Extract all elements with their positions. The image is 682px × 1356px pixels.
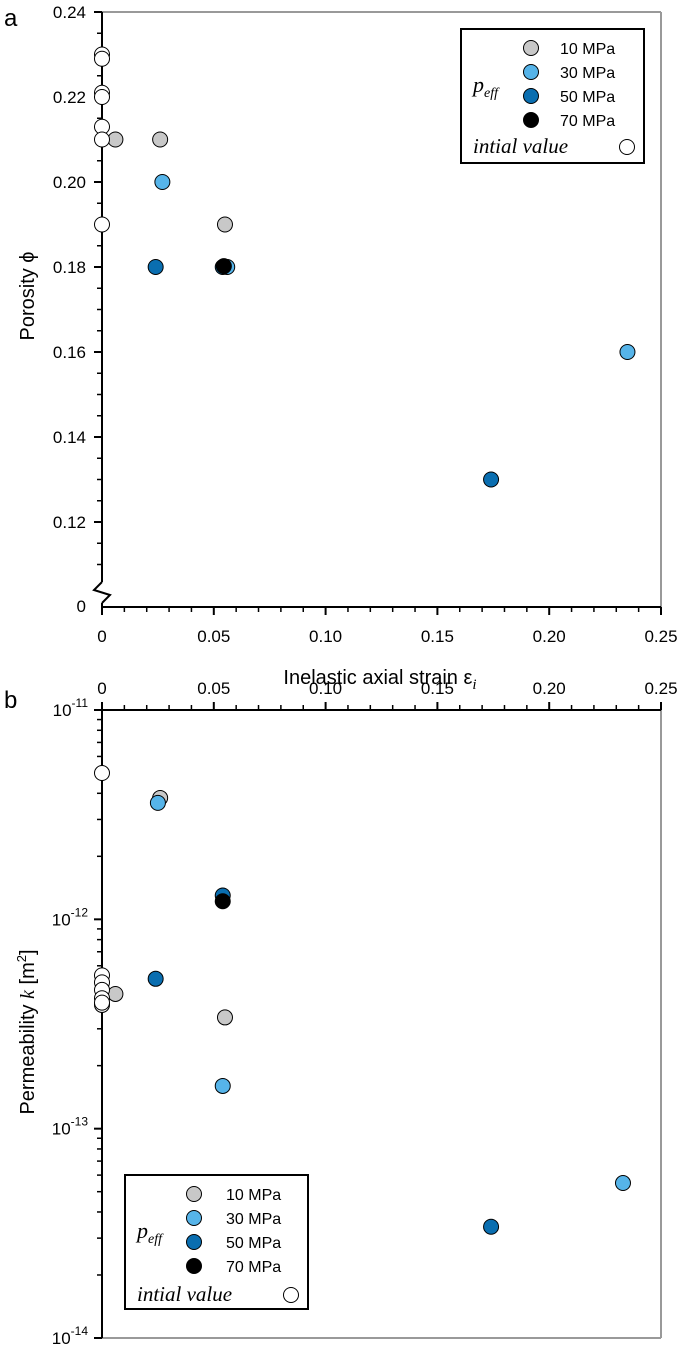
panel-a-y-tick-label: 0.22 xyxy=(53,88,86,107)
panel-a-x-tick-label: 0.05 xyxy=(197,627,230,646)
panel-a-ticks xyxy=(94,11,662,615)
panel-b-point-intialvalue xyxy=(94,765,110,782)
panel-a-y-tick-label: 0.18 xyxy=(53,258,86,277)
panel-b-ticks xyxy=(94,702,662,1339)
legend-top-group-label: peff xyxy=(471,72,500,101)
panel-a-point-50mpa xyxy=(483,471,500,488)
panel-a-x-axis-title: Inelastic axial strain εi xyxy=(283,667,476,693)
panel-a-y-tick-label: 0.14 xyxy=(53,428,86,447)
legend-bottom: 10 MPa 30 MPa 50 MPa 70 MPa peff intial … xyxy=(124,1174,309,1310)
panel-a-x-tick-label: 0.15 xyxy=(421,627,454,646)
legend-top-marker-10mpa xyxy=(523,40,539,56)
panel-a-x-tick-label: 0 xyxy=(97,627,106,646)
panel-b-y-axis-title: Permeability k [m2] xyxy=(14,949,39,1114)
legend-top-label-50mpa: 50 MPa xyxy=(560,89,615,106)
panel-a-y-axis-title: Porosity ϕ xyxy=(17,251,39,340)
panel-a-point-70mpa xyxy=(215,258,232,275)
panel-b-x-tick-label: 0.05 xyxy=(197,679,230,698)
legend-top-label-30mpa: 30 MPa xyxy=(560,65,615,82)
panel-a-y-tick-label: 0.20 xyxy=(53,173,86,192)
panel-b-points xyxy=(94,765,631,1235)
panel-a-x-tick-label: 0.25 xyxy=(644,627,677,646)
panel-a-x-tick-labels: 0 0.05 0.10 0.15 0.20 0.25 xyxy=(97,627,677,646)
legend-top-label-70mpa: 70 MPa xyxy=(560,113,615,130)
panel-b-point-10mpa xyxy=(107,985,124,1002)
legend-bottom-marker-30mpa xyxy=(186,1210,202,1226)
panel-b-label: b xyxy=(4,687,17,714)
panel-b-x-tick-labels: 0 0.05 0.10 0.15 0.20 0.25 xyxy=(97,679,677,698)
panel-b-point-50mpa xyxy=(483,1218,500,1235)
panel-b-x-tick-label: 0 xyxy=(97,679,106,698)
legend-top: 10 MPa 30 MPa 50 MPa 70 MPa peff intial … xyxy=(460,28,645,164)
panel-a-x-tick-label: 0.20 xyxy=(533,627,566,646)
panel-a-point-30mpa xyxy=(619,344,636,360)
panel-a-point-50mpa xyxy=(147,259,164,275)
legend-bottom-marker-70mpa xyxy=(186,1258,202,1274)
panel-a-y-tick-labels: 0.12 0.14 0.16 0.18 0.20 0.22 0.24 xyxy=(53,3,86,532)
panel-a-point-10mpa xyxy=(107,131,124,148)
panel-b-x-tick-label: 0.15 xyxy=(421,679,454,698)
legend-bottom-label-70mpa: 70 MPa xyxy=(226,1259,281,1276)
panel-b-x-tick-label: 0.20 xyxy=(533,679,566,698)
panel-a-point-intialvalue xyxy=(94,89,110,105)
panel-a-point-10mpa xyxy=(216,216,233,233)
panel-a-point-intialvalue xyxy=(94,131,110,148)
panel-a-y-zero-label: 0 xyxy=(77,597,86,616)
panel-b-y-tick-label: 10-14 xyxy=(52,1324,89,1348)
panel-b-y-tick-label: 10-13 xyxy=(52,1115,89,1139)
panel-a-point-30mpa xyxy=(154,174,171,190)
legend-bottom-label-50mpa: 50 MPa xyxy=(226,1235,281,1252)
legend-top-marker-initial xyxy=(619,139,635,155)
panel-a-x-tick-label: 0.10 xyxy=(309,627,342,646)
legend-bottom-label-10mpa: 10 MPa xyxy=(226,1187,281,1204)
legend-top-box xyxy=(460,28,645,164)
panel-a-y-tick-label: 0.16 xyxy=(53,343,86,362)
legend-bottom-group-label: peff xyxy=(135,1218,164,1247)
legend-top-initial-label: intial value xyxy=(473,134,568,158)
panel-b-x-tick-label: 0.25 xyxy=(644,679,677,698)
panel-b-y-tick-labels: 10-11 10-12 10-13 10-14 xyxy=(52,696,89,1348)
legend-top-marker-30mpa xyxy=(523,64,539,80)
panel-a-y-tick-label: 0.24 xyxy=(53,3,86,22)
legend-bottom-label-30mpa: 30 MPa xyxy=(226,1211,281,1228)
panel-b-point-50mpa xyxy=(147,970,164,987)
panel-b-x-tick-label: 0.10 xyxy=(309,679,342,698)
panel-b-point-intialvalue xyxy=(94,994,110,1011)
legend-bottom-marker-50mpa xyxy=(186,1234,202,1250)
panel-a-point-10mpa xyxy=(152,131,169,148)
panel-b-point-30mpa xyxy=(214,1077,231,1094)
panel-a-label: a xyxy=(4,5,18,32)
panel-a-y-tick-label: 0.12 xyxy=(53,513,86,532)
panel-a-point-intialvalue xyxy=(94,50,110,67)
legend-bottom-marker-10mpa xyxy=(186,1186,202,1202)
legend-top-marker-50mpa xyxy=(523,88,539,104)
legend-bottom-box xyxy=(124,1174,309,1310)
panel-b-point-70mpa xyxy=(214,893,231,910)
panel-b-y-tick-label: 10-11 xyxy=(53,696,89,720)
panel-a-point-intialvalue xyxy=(94,216,110,233)
legend-bottom-marker-initial xyxy=(283,1287,299,1303)
panel-b-point-30mpa xyxy=(614,1175,631,1192)
panel-b-point-30mpa xyxy=(149,794,166,811)
legend-top-marker-70mpa xyxy=(523,112,539,128)
panel-b-point-10mpa xyxy=(216,1009,233,1026)
legend-bottom-initial-label: intial value xyxy=(137,1282,232,1306)
legend-top-label-10mpa: 10 MPa xyxy=(560,41,615,58)
panel-b-y-tick-label: 10-12 xyxy=(52,905,89,929)
panel-a-axis-break xyxy=(92,581,112,604)
panel-a-points xyxy=(94,46,636,488)
